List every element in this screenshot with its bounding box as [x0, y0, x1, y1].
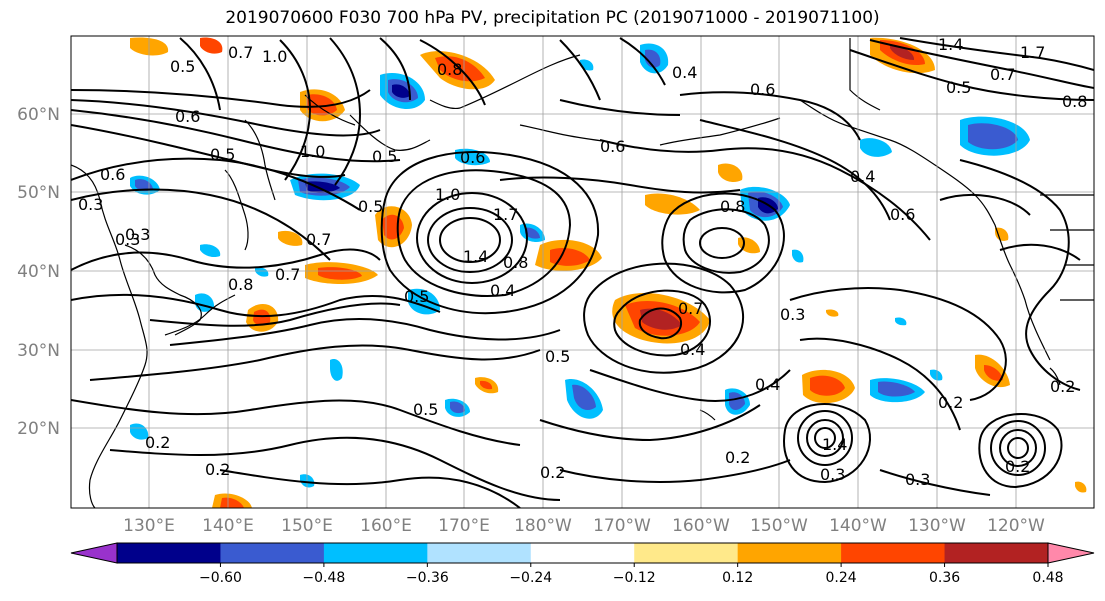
- colorbar-tick-label: −0.24: [509, 570, 552, 586]
- contour-label: 0.5: [946, 78, 971, 97]
- contour-label: 0.4: [850, 167, 875, 186]
- contour-label: 0.2: [1050, 377, 1075, 396]
- colorbar-swatch: [427, 543, 532, 563]
- contour-label: 0.4: [680, 340, 705, 359]
- contour-label: 0.8: [1062, 92, 1087, 111]
- contour-label: 0.3: [820, 465, 845, 484]
- contour-label: 1.4: [938, 35, 963, 54]
- lon-label: 160°E: [360, 516, 412, 536]
- contour-label: 0.2: [938, 393, 963, 412]
- contour-label: 0.4: [755, 375, 780, 394]
- contour-label: 0.5: [413, 400, 438, 419]
- colorbar-tick-label: 0.48: [1032, 570, 1063, 586]
- contour-label: 0.8: [437, 60, 462, 79]
- lat-label: 40°N: [17, 262, 60, 282]
- colorbar-tick-label: −0.60: [199, 570, 242, 586]
- contour-label: 1.0: [435, 185, 460, 204]
- lat-label: 60°N: [17, 105, 60, 125]
- lat-label: 20°N: [17, 419, 60, 439]
- contour-label: 0.3: [78, 195, 103, 214]
- contour-label: 0.2: [1005, 457, 1030, 476]
- contour-label: 0.6: [750, 80, 775, 99]
- colorbar: −0.60 −0.48 −0.36 −0.24 −0.12 0.12 0.24 0.36 0.4…: [70, 542, 1095, 586]
- colorbar-swatch: [323, 543, 428, 563]
- contour-label: 0.6: [460, 148, 485, 167]
- contour-labels: 0.5 0.7 1.0 1.4 1.7 0.8 0.6 0.4 0.3 0.2 …: [78, 17, 1087, 489]
- colorbar-swatch: [634, 543, 739, 563]
- contour-label: 0.6: [175, 107, 200, 126]
- lon-label: 120°W: [987, 516, 1045, 536]
- contour-label: 0.7: [228, 43, 253, 62]
- figure-title: 2019070600 F030 700 hPa PV, precipitatio…: [225, 8, 880, 28]
- lon-label: 130°W: [908, 516, 966, 536]
- contour-label: 1.7: [493, 205, 518, 224]
- colorbar-tick-label: 0.24: [826, 570, 857, 586]
- contour-label: 0.5: [545, 347, 570, 366]
- lon-label: 130°E: [123, 516, 175, 536]
- contour-label: 0.5: [404, 287, 429, 306]
- lon-label: 170°E: [438, 516, 490, 536]
- colorbar-swatch: [737, 543, 842, 563]
- contour-label: 0.3: [905, 470, 930, 489]
- colorbar-swatch: [530, 543, 635, 563]
- contour-label: 0.3: [115, 230, 140, 249]
- latitude-labels: 20°N 30°N 40°N 50°N 60°N: [17, 105, 60, 439]
- colorbar-extend-low: [70, 542, 118, 564]
- lon-label: 150°W: [750, 516, 808, 536]
- contour-label: 0.8: [720, 197, 745, 216]
- contour-label: 0.6: [600, 137, 625, 156]
- contour-label: 0.8: [503, 253, 528, 272]
- contour-label: 0.6: [100, 165, 125, 184]
- colorbar-tick-label: 0.12: [722, 570, 753, 586]
- colorbar-swatch: [944, 543, 1049, 563]
- contour-label: 1.4: [463, 247, 488, 266]
- colorbar-swatch: [117, 543, 221, 563]
- pv-contours: [71, 37, 1094, 508]
- contour-label: 0.6: [890, 205, 915, 224]
- precip-shading: [130, 37, 1087, 508]
- contour-label: 0.7: [306, 230, 331, 249]
- lat-label: 30°N: [17, 341, 60, 361]
- colorbar-swatch: [841, 543, 946, 563]
- contour-label: 0.7: [990, 65, 1015, 84]
- contour-label: 0.5: [210, 145, 235, 164]
- contour-label: 0.5: [372, 147, 397, 166]
- contour-label: 0.3: [780, 305, 805, 324]
- contour-label: 0.2: [145, 433, 170, 452]
- lon-label: 170°W: [593, 516, 651, 536]
- lon-label: 180°W: [514, 516, 572, 536]
- longitude-labels: 130°E 140°E 150°E 160°E 170°E 180°W 170°…: [123, 516, 1045, 536]
- colorbar-extend-high: [1047, 542, 1095, 564]
- contour-label: 0.2: [540, 463, 565, 482]
- contour-label: 0.3: [125, 225, 150, 244]
- contour-label: 1.7: [1020, 43, 1045, 62]
- colorbar-tick-label: −0.48: [302, 570, 345, 586]
- contour-label: 0.2: [725, 448, 750, 467]
- contour-label: 0.4: [672, 63, 697, 82]
- lat-label: 50°N: [17, 183, 60, 203]
- map-frame: [70, 35, 1095, 509]
- contour-label: 0.7: [678, 299, 703, 318]
- contour-label: 0.7: [275, 265, 300, 284]
- lon-label: 140°E: [202, 516, 254, 536]
- colorbar-frame: [116, 542, 1049, 564]
- contour-label: 0.2: [205, 460, 230, 479]
- contour-label: 0.5: [170, 57, 195, 76]
- contour-label: 1.0: [300, 142, 325, 161]
- map-panel: 0.5 0.7 1.0 1.4 1.7 0.8 0.6 0.4 0.3 0.2 …: [71, 17, 1094, 508]
- colorbar-tick-label: −0.36: [406, 570, 449, 586]
- contour-label: 0.4: [490, 281, 515, 300]
- contour-label: 1.0: [262, 17, 287, 36]
- lon-label: 160°W: [672, 516, 730, 536]
- lon-label: 140°W: [829, 516, 887, 536]
- colorbar-swatch: [220, 543, 325, 563]
- contour-label: 1.0: [262, 47, 287, 66]
- contour-label: 0.8: [228, 275, 253, 294]
- colorbar-tick-label: 0.36: [929, 570, 960, 586]
- colorbar-tick-label: −0.12: [613, 570, 656, 586]
- contour-label: 1.4: [822, 435, 847, 454]
- lon-label: 150°E: [281, 516, 333, 536]
- contour-label: 0.5: [358, 197, 383, 216]
